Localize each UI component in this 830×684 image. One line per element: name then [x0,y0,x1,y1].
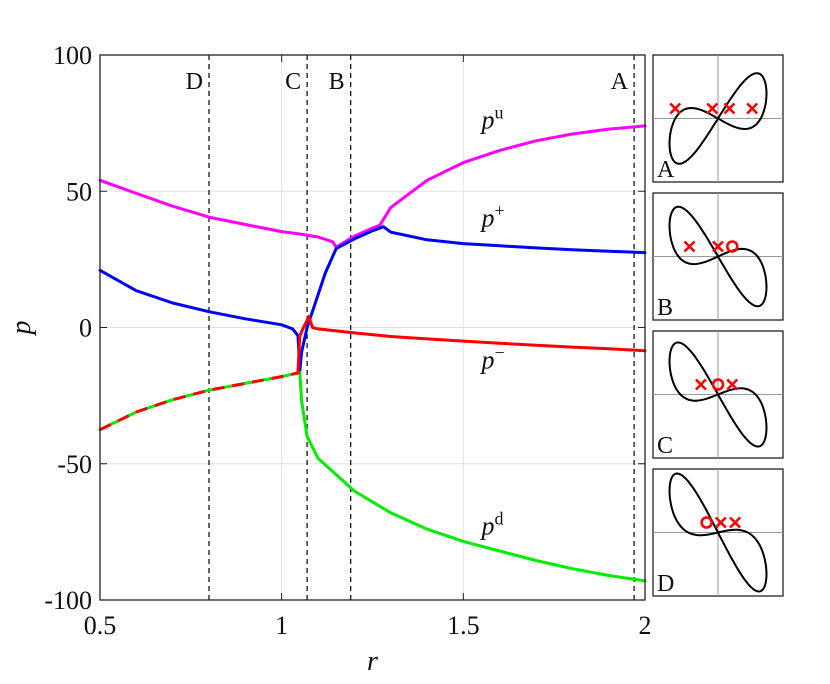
inset-cross-marker [694,378,707,391]
curve-label-2: p− [480,342,505,374]
curve-label-0: pu [480,103,504,135]
x-tick-label: 1 [275,611,288,640]
inset-label-b: B [657,295,673,321]
y-tick-label: -50 [57,450,92,479]
curve-label-1: p+ [480,201,505,233]
curve-label-superscript: d [495,509,504,529]
series-overlay-dashed [99,371,301,432]
inset-cross-marker [729,516,742,529]
reference-label-c: C [285,69,301,95]
inset-label-d: D [657,571,674,597]
curve-label-3: pd [480,509,504,541]
curve-label-superscript: u [495,103,504,123]
x-tick-label: 0.5 [84,611,117,640]
inset-label-c: C [657,433,673,459]
inset-label-a: A [657,157,675,183]
x-axis-label: r [367,646,378,677]
inset-loop-curve [668,341,768,448]
x-tick-label: 1.5 [447,611,480,640]
curve-label-superscript: + [495,201,505,221]
inset-cross-marker [714,516,727,529]
inset-cross-marker [746,102,759,115]
series-line-3 [98,371,647,583]
inset-panel-d: D [652,468,784,597]
y-tick-label: 50 [66,177,92,206]
inset-panel-b: B [652,192,784,321]
series-line-2 [296,315,647,373]
reference-label-d: D [186,69,203,95]
inset-circle-marker [700,516,713,529]
inset-loop-curve [668,205,768,308]
reference-label-b: B [329,69,345,95]
inset-circle-marker [711,378,725,391]
inset-cross-marker [712,240,724,253]
inset-cross-marker [669,102,682,115]
y-tick-label: 0 [79,314,92,343]
inset-loop-curve [668,472,768,593]
y-tick-label: -100 [44,586,92,615]
y-axis-label: p [6,321,37,337]
inset-cross-marker [723,102,736,115]
reference-label-a: A [611,69,629,95]
x-tick-label: 2 [639,611,652,640]
inset-loop-curve [668,72,768,165]
inset-panel-c: C [652,330,784,459]
series-line-1 [98,225,647,373]
y-tick-label: 100 [53,41,92,70]
inset-cross-marker [683,240,696,253]
inset-panel-a: A [652,54,784,183]
inset-cross-marker [706,102,719,115]
curve-label-superscript: − [495,342,505,362]
inset-cross-marker [726,378,739,391]
series-line-0 [98,124,647,249]
inset-circle-marker [725,240,739,253]
